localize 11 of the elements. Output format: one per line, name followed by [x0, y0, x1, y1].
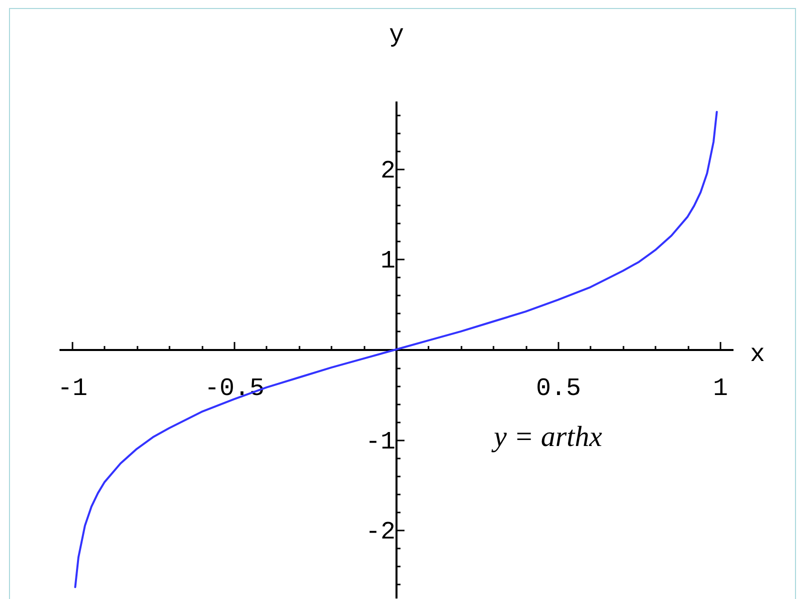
x-tick-label: 1 — [713, 374, 728, 403]
y-tick-label: 1 — [380, 246, 396, 276]
y-tick-label: -1 — [365, 427, 396, 456]
x-tick-label: -0.5 — [204, 374, 264, 403]
y-tick-label: -2 — [365, 518, 396, 547]
x-tick-label: -1 — [57, 374, 88, 403]
x-axis-title: x — [750, 340, 766, 369]
annotation: y = arthx — [490, 420, 602, 453]
y-tick-label: 2 — [380, 156, 396, 186]
y-axis-title: y — [388, 20, 404, 50]
x-tick-label: 0.5 — [536, 374, 582, 403]
